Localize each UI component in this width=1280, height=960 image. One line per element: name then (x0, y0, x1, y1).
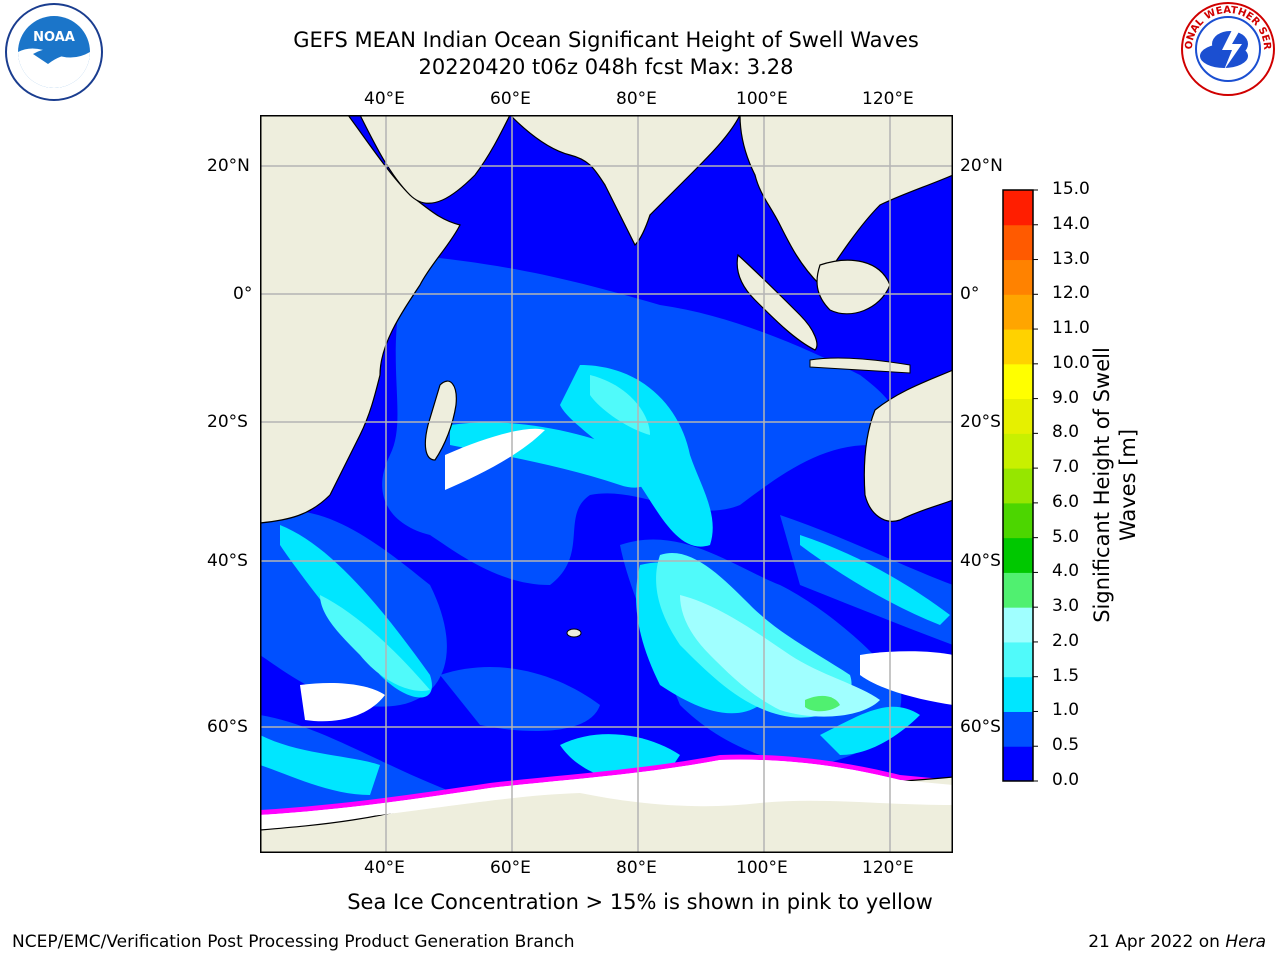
colorbar-frame (1002, 189, 1034, 782)
lon-tick-top: 40°E (364, 89, 405, 109)
colorbar-segment (1003, 537, 1033, 573)
colorbar-tick-label: 5.0 (1052, 526, 1080, 547)
lat-tick-right: 20°N (960, 156, 1003, 176)
colorbar-tick-label: 2.0 (1052, 630, 1080, 651)
colorbar-tick-label: 15.0 (1052, 179, 1090, 199)
footer-date: 21 Apr 2022 on Hera (1088, 932, 1266, 952)
lat-tick-right: 40°S (960, 551, 1001, 571)
colorbar-segment (1003, 468, 1033, 504)
colorbar-segment (1003, 259, 1033, 295)
colorbar-tick-label: 1.0 (1052, 700, 1080, 721)
footer-host: Hera (1225, 932, 1266, 952)
lon-tick-top: 80°E (616, 89, 657, 109)
lat-tick-left: 0° (233, 284, 253, 304)
lon-tick-bottom: 120°E (862, 858, 914, 878)
graticule (260, 115, 953, 853)
chart-title: GEFS MEAN Indian Ocean Significant Heigh… (293, 28, 919, 52)
colorbar-tick-label: 1.5 (1052, 665, 1080, 686)
lon-tick-bottom: 60°E (490, 858, 531, 878)
lat-tick-right: 0° (960, 284, 980, 304)
lon-tick-bottom: 40°E (364, 858, 405, 878)
arabia (359, 115, 511, 204)
colorbar-segment (1003, 572, 1033, 608)
colorbar-tick-label: 8.0 (1052, 422, 1080, 443)
noaa-logo: NOAA (5, 3, 103, 101)
lon-tick-top: 120°E (862, 89, 914, 109)
borneo (816, 259, 891, 315)
colorbar-tick-label: 6.0 (1052, 491, 1080, 512)
colorbar-tick-label: 11.0 (1052, 318, 1090, 339)
colorbar-segment (1003, 711, 1033, 747)
no-data-patches (300, 428, 953, 722)
noaa-logo-text: NOAA (33, 30, 75, 45)
map-frame (260, 115, 953, 853)
lat-tick-right: 60°S (960, 717, 1001, 737)
lat-tick-left: 40°S (207, 551, 248, 571)
colorbar-segment (1003, 433, 1033, 469)
colorbar-segment (1003, 363, 1033, 400)
colorbar-segment (1003, 676, 1033, 712)
footer-credit: NCEP/EMC/Verification Post Processing Pr… (12, 932, 575, 952)
colorbar-segment (1003, 641, 1033, 678)
australia (863, 369, 953, 522)
colorbar-tick-label: 0.5 (1052, 735, 1080, 756)
colorbar-title-line1: Significant Height of Swell (1090, 347, 1114, 623)
colorbar-segment (1003, 502, 1033, 539)
sumatra (736, 253, 818, 351)
java (809, 357, 911, 374)
colorbar-segment (1003, 607, 1033, 643)
map-plot (260, 115, 953, 853)
colorbar-segment (1003, 294, 1033, 330)
colorbar-tick-label: 14.0 (1052, 213, 1090, 234)
lon-tick-top: 100°E (736, 89, 788, 109)
colorbar-segment (1003, 329, 1033, 365)
swell-band-2.0-3.0 (680, 595, 880, 717)
india (509, 115, 741, 247)
colorbar-segment (1003, 398, 1033, 434)
lat-tick-left: 20°S (207, 412, 248, 432)
island (566, 628, 582, 638)
colorbar-tick-label: 4.0 (1052, 561, 1080, 582)
lat-tick-right: 20°S (960, 412, 1001, 432)
colorbar-tick-label: 3.0 (1052, 596, 1080, 617)
colorbar-segment (1003, 224, 1033, 261)
swell-band-3.0-4.0 (805, 695, 840, 712)
colorbar-segment (1003, 190, 1033, 226)
colorbar (1002, 189, 1038, 782)
madagascar (424, 380, 457, 461)
lat-tick-left: 60°S (207, 717, 248, 737)
colorbar-title-line2: Waves [m] (1116, 428, 1140, 542)
colorbar-tick-label: 12.0 (1052, 283, 1090, 304)
nws-logo: NATIONAL WEATHER SERVICE (1180, 0, 1275, 96)
colorbar-segment (1003, 746, 1033, 782)
indochina (739, 115, 953, 286)
colorbar-tick-label: 0.0 (1052, 770, 1080, 790)
lon-tick-top: 60°E (490, 89, 531, 109)
sea-ice-note: Sea Ice Concentration > 15% is shown in … (347, 890, 933, 914)
colorbar-tick-label: 10.0 (1052, 352, 1090, 373)
chart-subtitle: 20220420 t06z 048h fcst Max: 3.28 (418, 55, 794, 79)
colorbar-tick-label: 13.0 (1052, 248, 1090, 269)
colorbar-tick-label: 9.0 (1052, 387, 1080, 408)
colorbar-title: Significant Height of Swell Waves [m] (1089, 347, 1141, 623)
antarctic-ice-shelf (260, 759, 953, 825)
lon-tick-bottom: 100°E (736, 858, 788, 878)
lon-tick-bottom: 80°E (616, 858, 657, 878)
lat-tick-left: 20°N (207, 156, 250, 176)
footer-date-text: 21 Apr 2022 on (1088, 932, 1220, 952)
colorbar-tick-label: 7.0 (1052, 457, 1080, 478)
